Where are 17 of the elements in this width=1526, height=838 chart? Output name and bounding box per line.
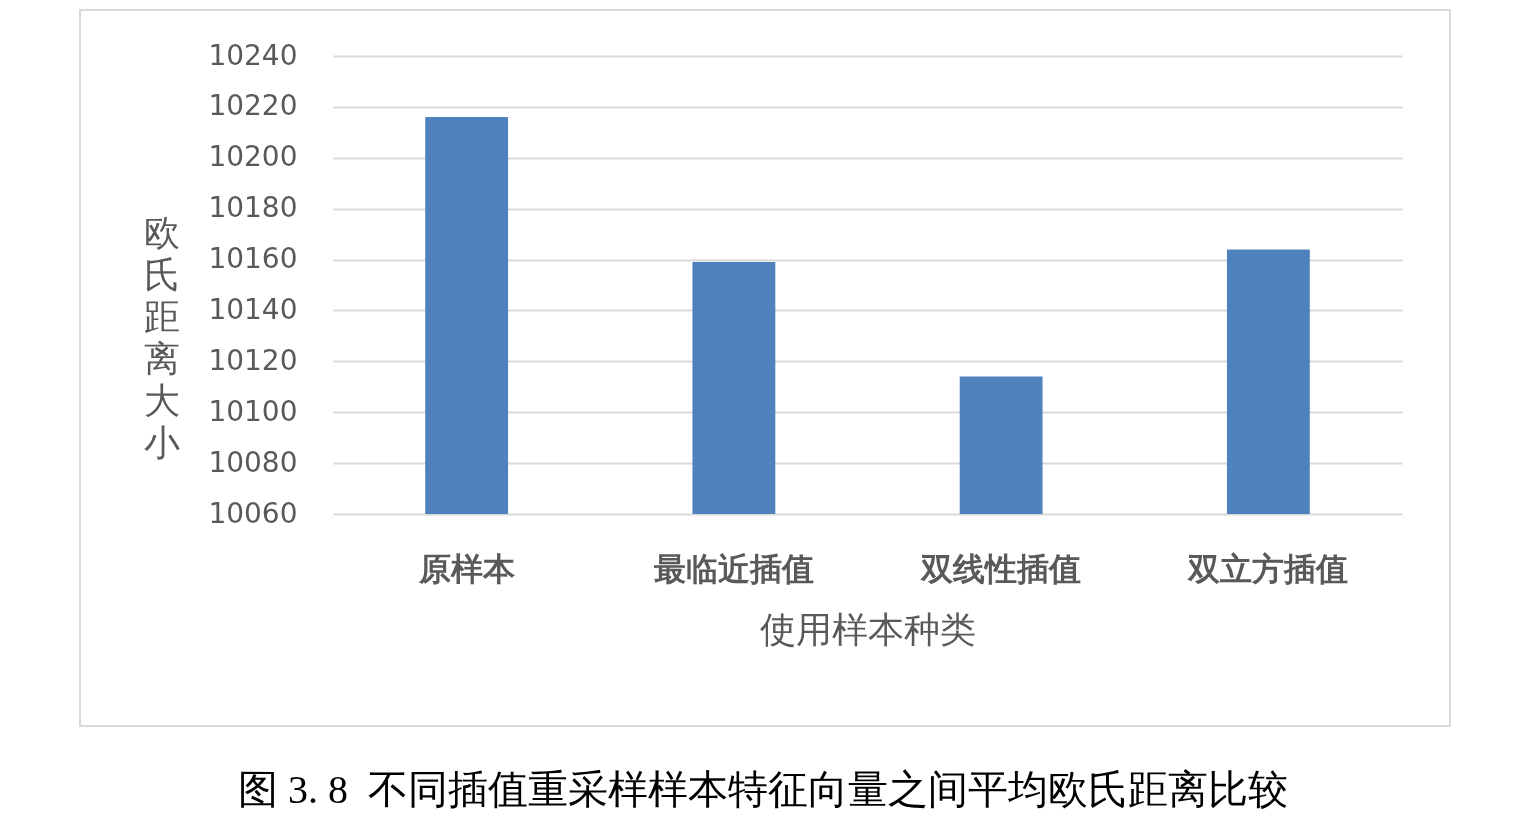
y-tick-label: 10200 bbox=[208, 140, 298, 174]
x-tick-label: 原样本 bbox=[417, 549, 516, 588]
x-tick-label: 双立方插值 bbox=[1187, 549, 1349, 588]
y-tick-label: 10240 bbox=[208, 38, 298, 72]
text: 图 3. 8 不同插值重采样样本特征向量之间平均欧氏距离比较 bbox=[237, 766, 1289, 814]
y-tick-label: 10180 bbox=[208, 191, 298, 225]
x-axis-title: 使用样本种类 bbox=[760, 608, 976, 650]
y-tick-label: 10220 bbox=[208, 89, 298, 123]
y-tick-label: 10160 bbox=[208, 242, 298, 276]
y-tick-label: 10080 bbox=[208, 445, 298, 479]
y-tick-label: 10120 bbox=[208, 343, 298, 377]
y-tick-label: 10060 bbox=[208, 496, 298, 530]
x-tick-label: 最临近插值 bbox=[653, 549, 814, 588]
x-tick-label: 双线性插值 bbox=[920, 549, 1082, 588]
y-tick-label: 10100 bbox=[208, 394, 298, 428]
y-axis-title: 欧氏距离大小 bbox=[143, 211, 180, 463]
y-tick-label: 10140 bbox=[208, 292, 298, 326]
